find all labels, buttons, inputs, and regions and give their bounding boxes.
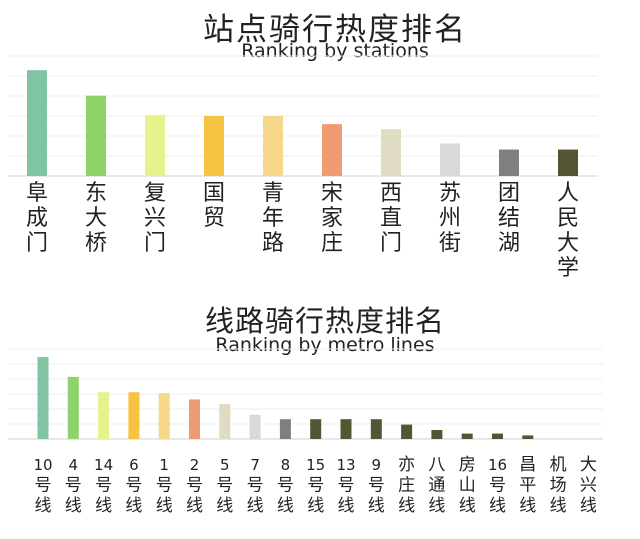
chart2-category-label: 13 号线 [336, 456, 355, 516]
chart2-category-label: 9 号线 [368, 456, 385, 516]
chart2-bar [340, 419, 352, 439]
chart2-category-label: 2 号线 [186, 456, 203, 516]
chart1-category-label: 东大桥 [85, 181, 107, 256]
chart2-category-label: 1 号线 [156, 456, 173, 516]
chart1-bar [558, 149, 578, 176]
chart2-bar [158, 393, 170, 439]
chart2-category-label: 八通线 [428, 455, 445, 516]
chart1-bar [145, 114, 165, 176]
chart1-category-label: 阜成门 [26, 181, 48, 256]
chart1-bar [440, 143, 460, 176]
chart1-bar [499, 149, 519, 176]
chart1-category-label: 复兴门 [144, 181, 166, 256]
chart2-category-label: 8 号线 [277, 456, 294, 516]
chart2-category-label: 16 号线 [488, 456, 507, 516]
chart2-category-label: 7 号线 [247, 456, 264, 516]
chart1-bar [322, 124, 342, 176]
chart1-bar [381, 129, 401, 176]
chart2-bar [401, 424, 413, 439]
chart1-category-label: 西直门 [380, 181, 402, 256]
chart2-category-label: 大兴线 [580, 455, 597, 516]
chart2-category-label: 机场线 [550, 455, 567, 516]
chart1-category-label: 苏州街 [439, 181, 461, 256]
chart1-category-label: 青年路 [262, 181, 284, 256]
chart2-category-label: 昌平线 [519, 455, 536, 516]
chart1-category-label: 人民大学 [557, 181, 579, 281]
chart2-bar [249, 414, 261, 439]
chart1-category-label: 宋家庄 [321, 181, 343, 256]
chart2-subtitle: Ranking by metro lines [215, 334, 435, 356]
chart2-bar [128, 392, 140, 439]
chart1-category-label: 国贸 [203, 181, 225, 231]
chart1-bar [27, 70, 47, 176]
chart2-title: 线路骑行热度排名 [204, 304, 445, 338]
chart2-category-label: 4 号线 [65, 456, 82, 516]
chart2-bar [492, 433, 503, 439]
chart2-category-label: 10 号线 [33, 456, 52, 516]
chart2-category-label: 5 号线 [216, 456, 233, 516]
chart1-category-label: 团结湖 [498, 181, 520, 256]
chart2-bar [370, 419, 382, 439]
chart2-bar [522, 435, 534, 439]
chart1-bar [263, 116, 283, 176]
chart1-bar [86, 95, 106, 176]
chart1-title: 站点骑行热度排名 [203, 12, 467, 48]
chart2-category-label: 房山线 [459, 455, 476, 516]
chart2-bar [219, 403, 231, 439]
chart2-bar [98, 392, 110, 439]
chart2-category-label: 6 号线 [125, 456, 142, 516]
chart2-bar [279, 419, 291, 439]
chart2-bar [461, 433, 473, 439]
chart1-bar [204, 116, 224, 176]
chart2-bar [37, 357, 49, 439]
chart2-bar [189, 399, 200, 439]
chart2-category-label: 14 号线 [94, 456, 113, 516]
chart2-category-label: 15 号线 [306, 456, 325, 516]
chart2-bar [310, 419, 322, 439]
chart2-bar [431, 430, 443, 439]
chart2-category-label: 亦庄线 [398, 455, 415, 516]
chart2-bar [67, 376, 79, 439]
